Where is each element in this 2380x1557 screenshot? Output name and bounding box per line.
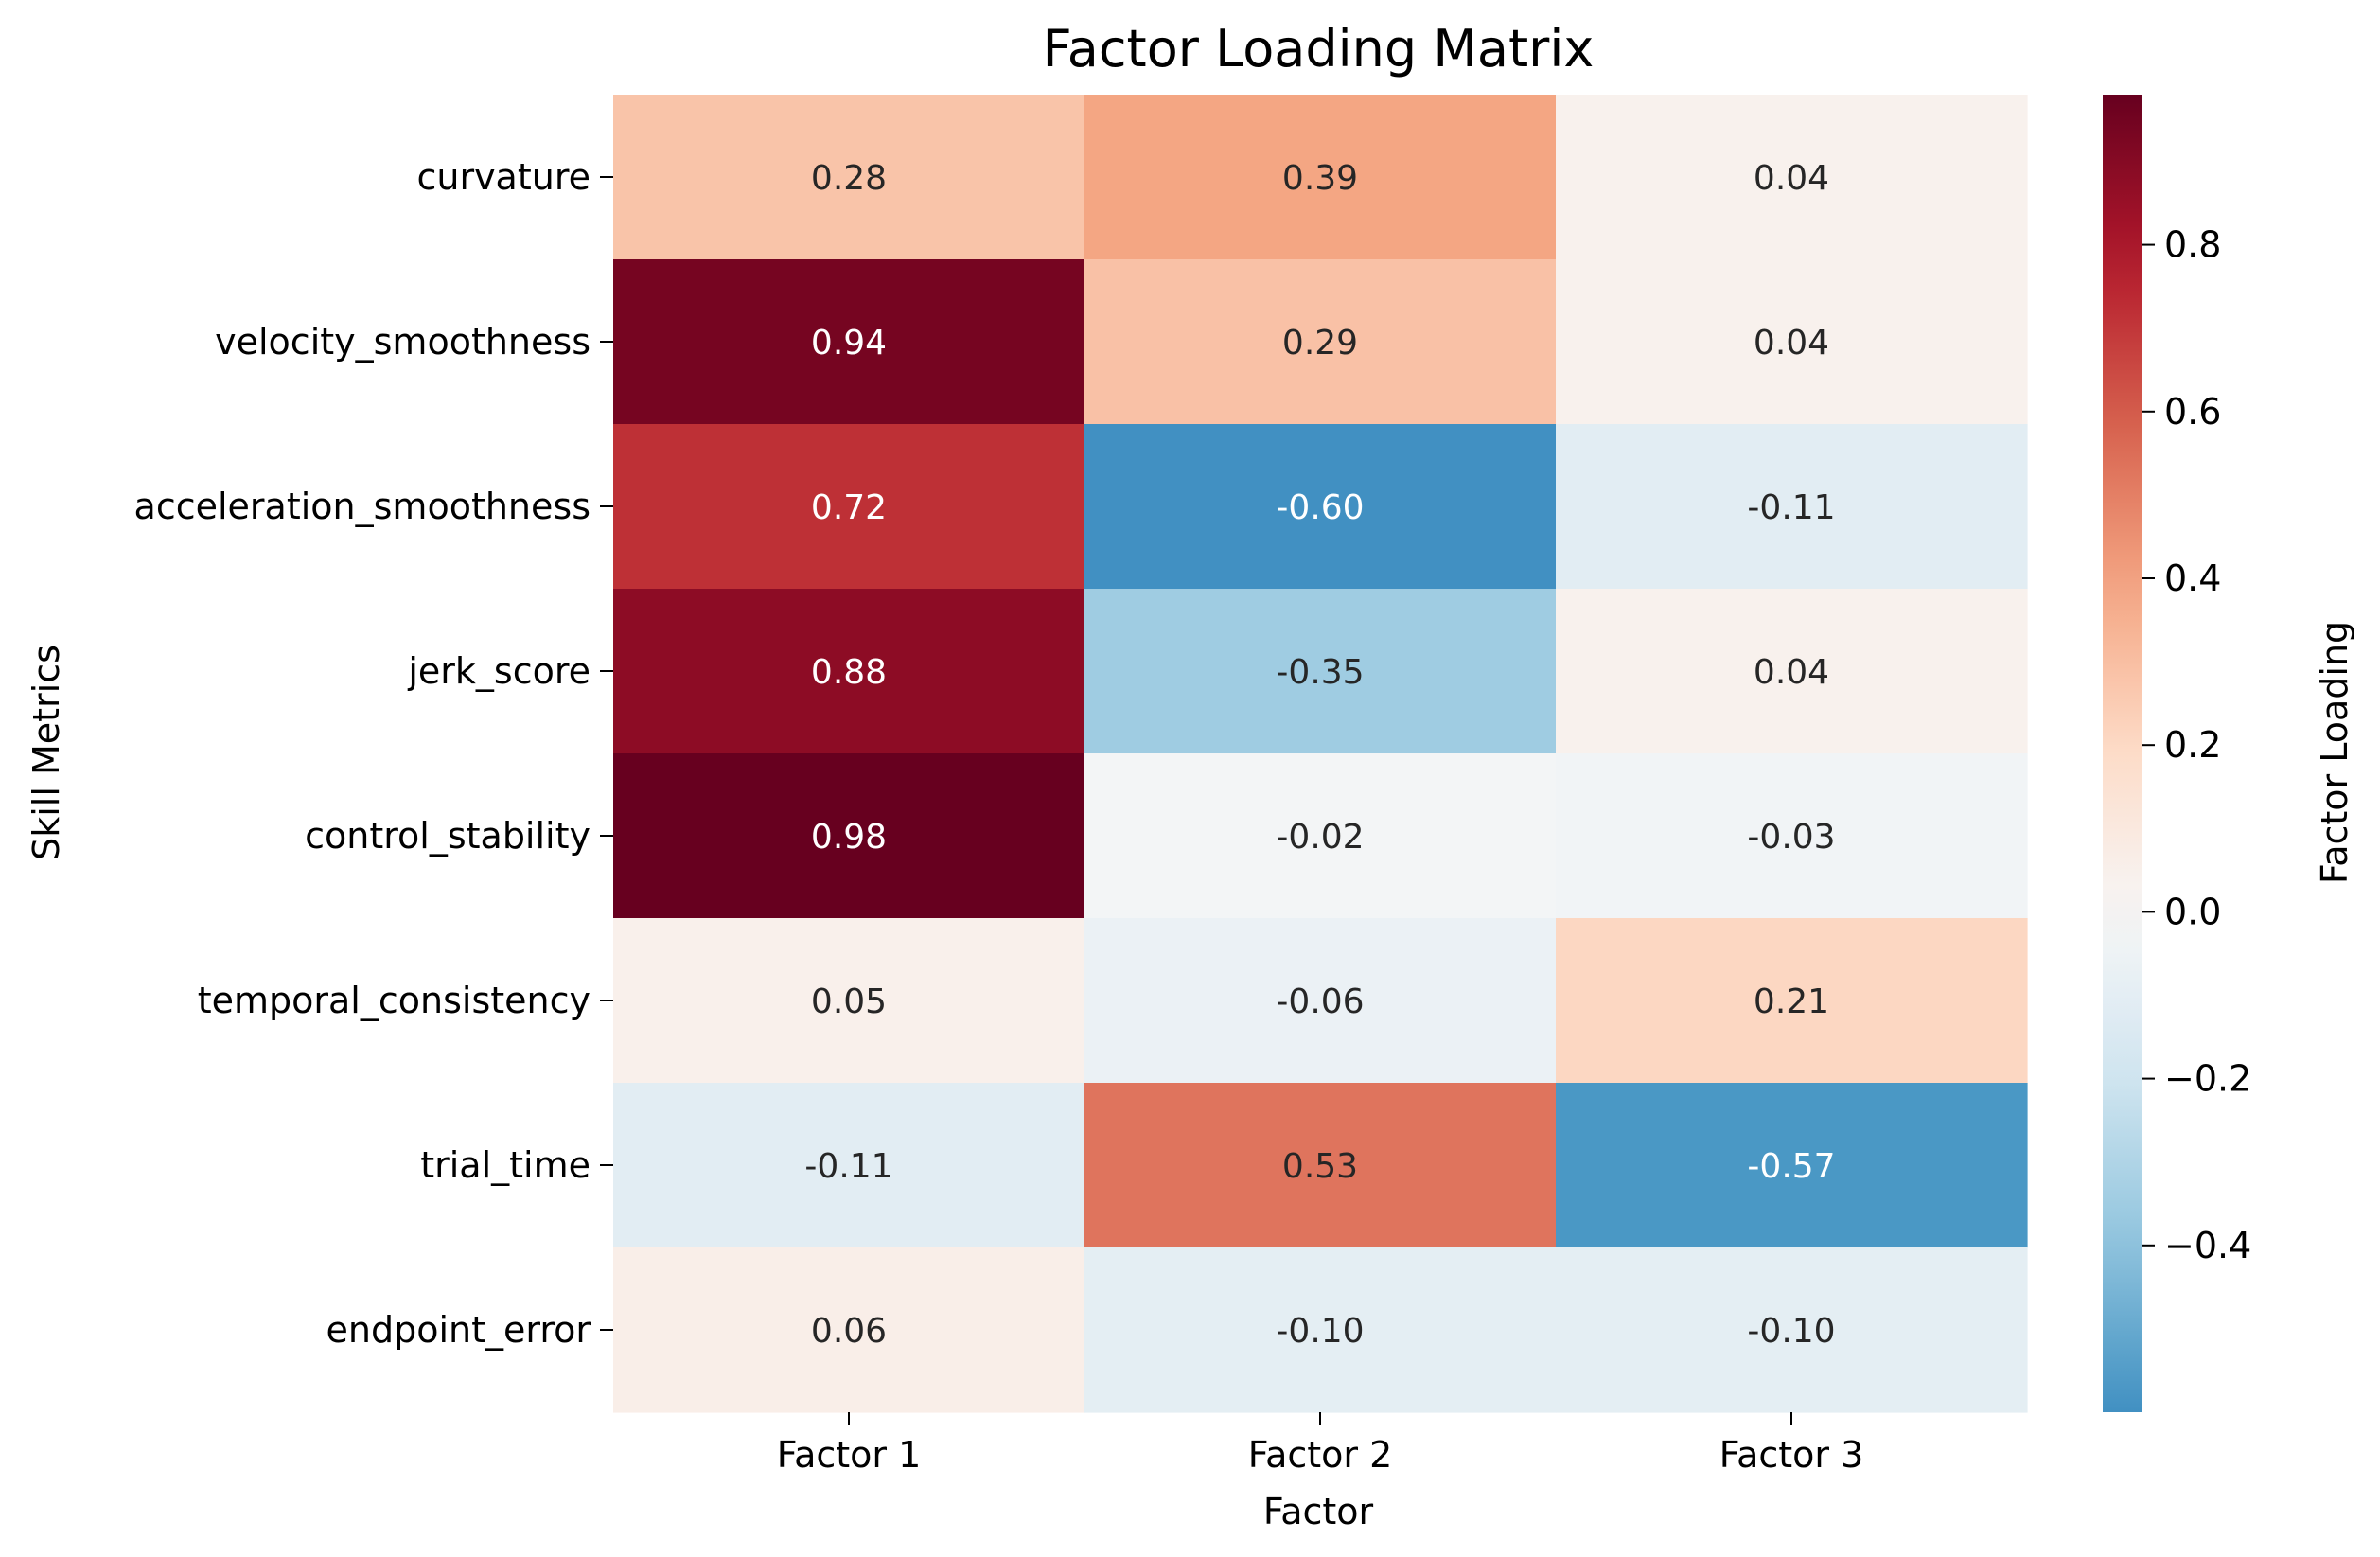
cell-value-label: -0.02: [1276, 818, 1364, 857]
cell-value-label: 0.21: [1754, 982, 1829, 1021]
heatmap-cell: [1084, 95, 1557, 260]
cell-value-labels: 0.28 0.39 0.04 0.94 0.29 0.04 0.72 -0.60 -0.11 0.…: [804, 159, 1835, 1351]
heatmap-cell: [1084, 589, 1557, 754]
heatmap-cell: [613, 589, 1085, 754]
y-tick-label: control_stability: [305, 815, 591, 857]
cell-value-label: -0.60: [1276, 488, 1364, 527]
chart-title: Factor Loading Matrix: [1043, 19, 1595, 79]
heatmap-cell: [1556, 918, 2028, 1084]
heatmap-cell: [1084, 918, 1557, 1084]
colorbar-tick-label: 0.6: [2164, 391, 2221, 433]
y-tick-label: temporal_consistency: [198, 980, 591, 1021]
cell-value-label: 0.53: [1282, 1147, 1358, 1186]
heatmap-cell: [613, 1083, 1085, 1248]
heatmap-cell: [1556, 95, 2028, 260]
heatmap-cell: [1084, 1247, 1557, 1413]
x-tick-label: Factor 2: [1248, 1434, 1393, 1476]
heatmap-cell: [613, 753, 1085, 919]
colorbar-tick-label: 0.8: [2164, 224, 2221, 266]
heatmap-cell: [1556, 424, 2028, 590]
cell-value-label: -0.35: [1276, 653, 1364, 692]
colorbar-ticks: −0.4 −0.2 0.0 0.2 0.4 0.6 0.8: [2142, 224, 2251, 1266]
heatmap-cell: [1556, 1083, 2028, 1248]
x-tick-label: Factor 3: [1719, 1434, 1864, 1476]
y-tick-label: trial_time: [420, 1144, 591, 1186]
colorbar-tick-label: −0.4: [2164, 1225, 2251, 1266]
cell-value-label: 0.88: [811, 653, 887, 692]
heatmap-cell: [613, 918, 1085, 1084]
cell-value-label: 0.98: [811, 818, 887, 857]
cell-value-label: 0.04: [1754, 653, 1829, 692]
colorbar: −0.4 −0.2 0.0 0.2 0.4 0.6 0.8 Factor Loading: [2103, 95, 2355, 1412]
y-tick-label: velocity_smoothness: [215, 321, 591, 363]
heatmap-cell: [613, 424, 1085, 590]
heatmap-cell: [613, 259, 1085, 425]
heatmap-cell: [1556, 259, 2028, 425]
colorbar-label: Factor Loading: [2314, 621, 2355, 884]
heatmap-cell: [613, 95, 1085, 260]
heatmap-cell: [613, 1247, 1085, 1413]
cell-value-label: -0.11: [1747, 488, 1835, 527]
heatmap-cell: [1556, 753, 2028, 919]
cell-value-label: -0.11: [804, 1147, 892, 1186]
heatmap-cell: [1556, 589, 2028, 754]
cell-value-label: -0.57: [1747, 1147, 1835, 1186]
y-tick-label: jerk_score: [407, 650, 591, 692]
cell-value-label: 0.05: [811, 982, 887, 1021]
cell-value-label: -0.06: [1276, 982, 1364, 1021]
cell-value-label: 0.72: [811, 488, 887, 527]
colorbar-tick-label: 0.2: [2164, 724, 2221, 766]
heatmap-cells: [613, 95, 2028, 1413]
y-tick-label: curvature: [416, 156, 591, 198]
y-axis-ticks: curvature velocity_smoothness acceleration…: [134, 156, 613, 1351]
x-axis-label: Factor: [1263, 1491, 1374, 1532]
heatmap-cell: [1084, 1083, 1557, 1248]
heatmap-cell: [1556, 1247, 2028, 1413]
cell-value-label: 0.04: [1754, 324, 1829, 363]
cell-value-label: 0.94: [811, 324, 887, 363]
heatmap-cell: [1084, 424, 1557, 590]
x-tick-label: Factor 1: [777, 1434, 922, 1476]
y-tick-label: endpoint_error: [326, 1309, 591, 1351]
cell-value-label: 0.28: [811, 159, 887, 198]
colorbar-tick-label: 0.4: [2164, 557, 2221, 599]
heatmap-cell: [1084, 259, 1557, 425]
cell-value-label: 0.29: [1282, 324, 1358, 363]
cell-value-label: -0.03: [1747, 818, 1835, 857]
colorbar-tick-label: −0.2: [2164, 1058, 2251, 1100]
y-axis-label: Skill Metrics: [26, 645, 67, 860]
colorbar-tick-label: 0.0: [2164, 891, 2221, 932]
cell-value-label: 0.39: [1282, 159, 1358, 198]
cell-value-label: 0.06: [811, 1312, 887, 1351]
cell-value-label: -0.10: [1747, 1312, 1835, 1351]
x-axis-ticks: Factor 1 Factor 2 Factor 3: [777, 1412, 1864, 1476]
cell-value-label: 0.04: [1754, 159, 1829, 198]
y-tick-label: acceleration_smoothness: [134, 486, 591, 527]
heatmap-cell: [1084, 753, 1557, 919]
cell-value-label: -0.10: [1276, 1312, 1364, 1351]
colorbar-gradient: [2103, 95, 2142, 1412]
